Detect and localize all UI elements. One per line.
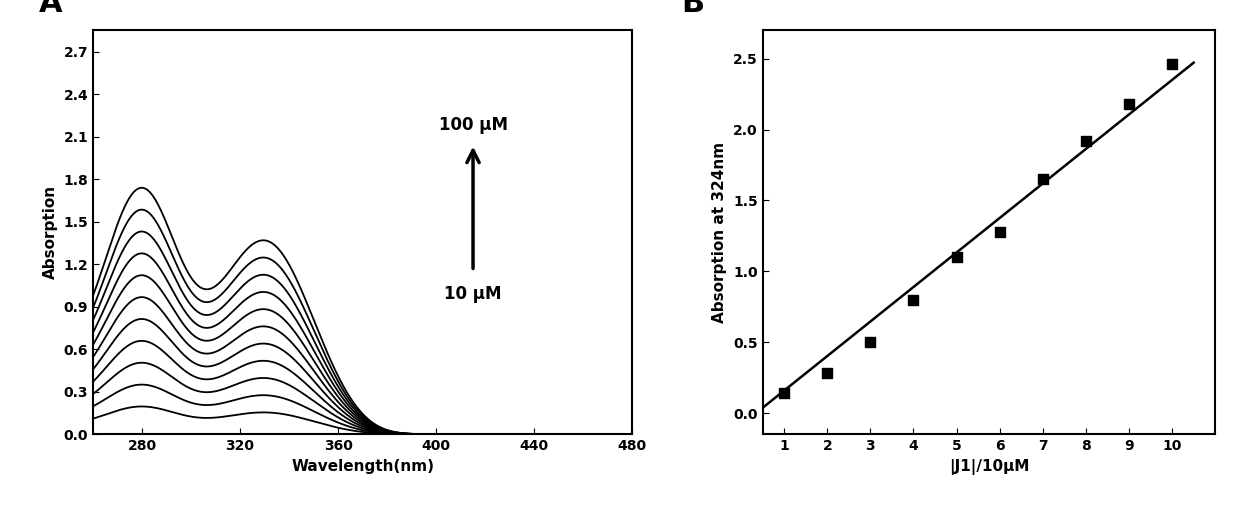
Point <box>817 369 837 377</box>
Y-axis label: Absorption at 324nm: Absorption at 324nm <box>713 142 728 323</box>
Text: B: B <box>681 0 704 18</box>
Text: 10 μM: 10 μM <box>444 285 502 304</box>
Point <box>1076 137 1096 145</box>
Point <box>990 228 1009 236</box>
Point <box>1118 100 1138 108</box>
Y-axis label: Absorption: Absorption <box>43 185 58 279</box>
Text: A: A <box>40 0 63 18</box>
X-axis label: Wavelength(nm): Wavelength(nm) <box>291 459 434 474</box>
Point <box>1033 175 1053 183</box>
X-axis label: |J1|/10μM: |J1|/10μM <box>949 459 1029 475</box>
Point <box>946 253 966 261</box>
Point <box>861 338 880 346</box>
Point <box>1162 60 1182 68</box>
Point <box>904 295 924 304</box>
Point <box>774 389 794 397</box>
Text: 100 μM: 100 μM <box>439 116 507 134</box>
